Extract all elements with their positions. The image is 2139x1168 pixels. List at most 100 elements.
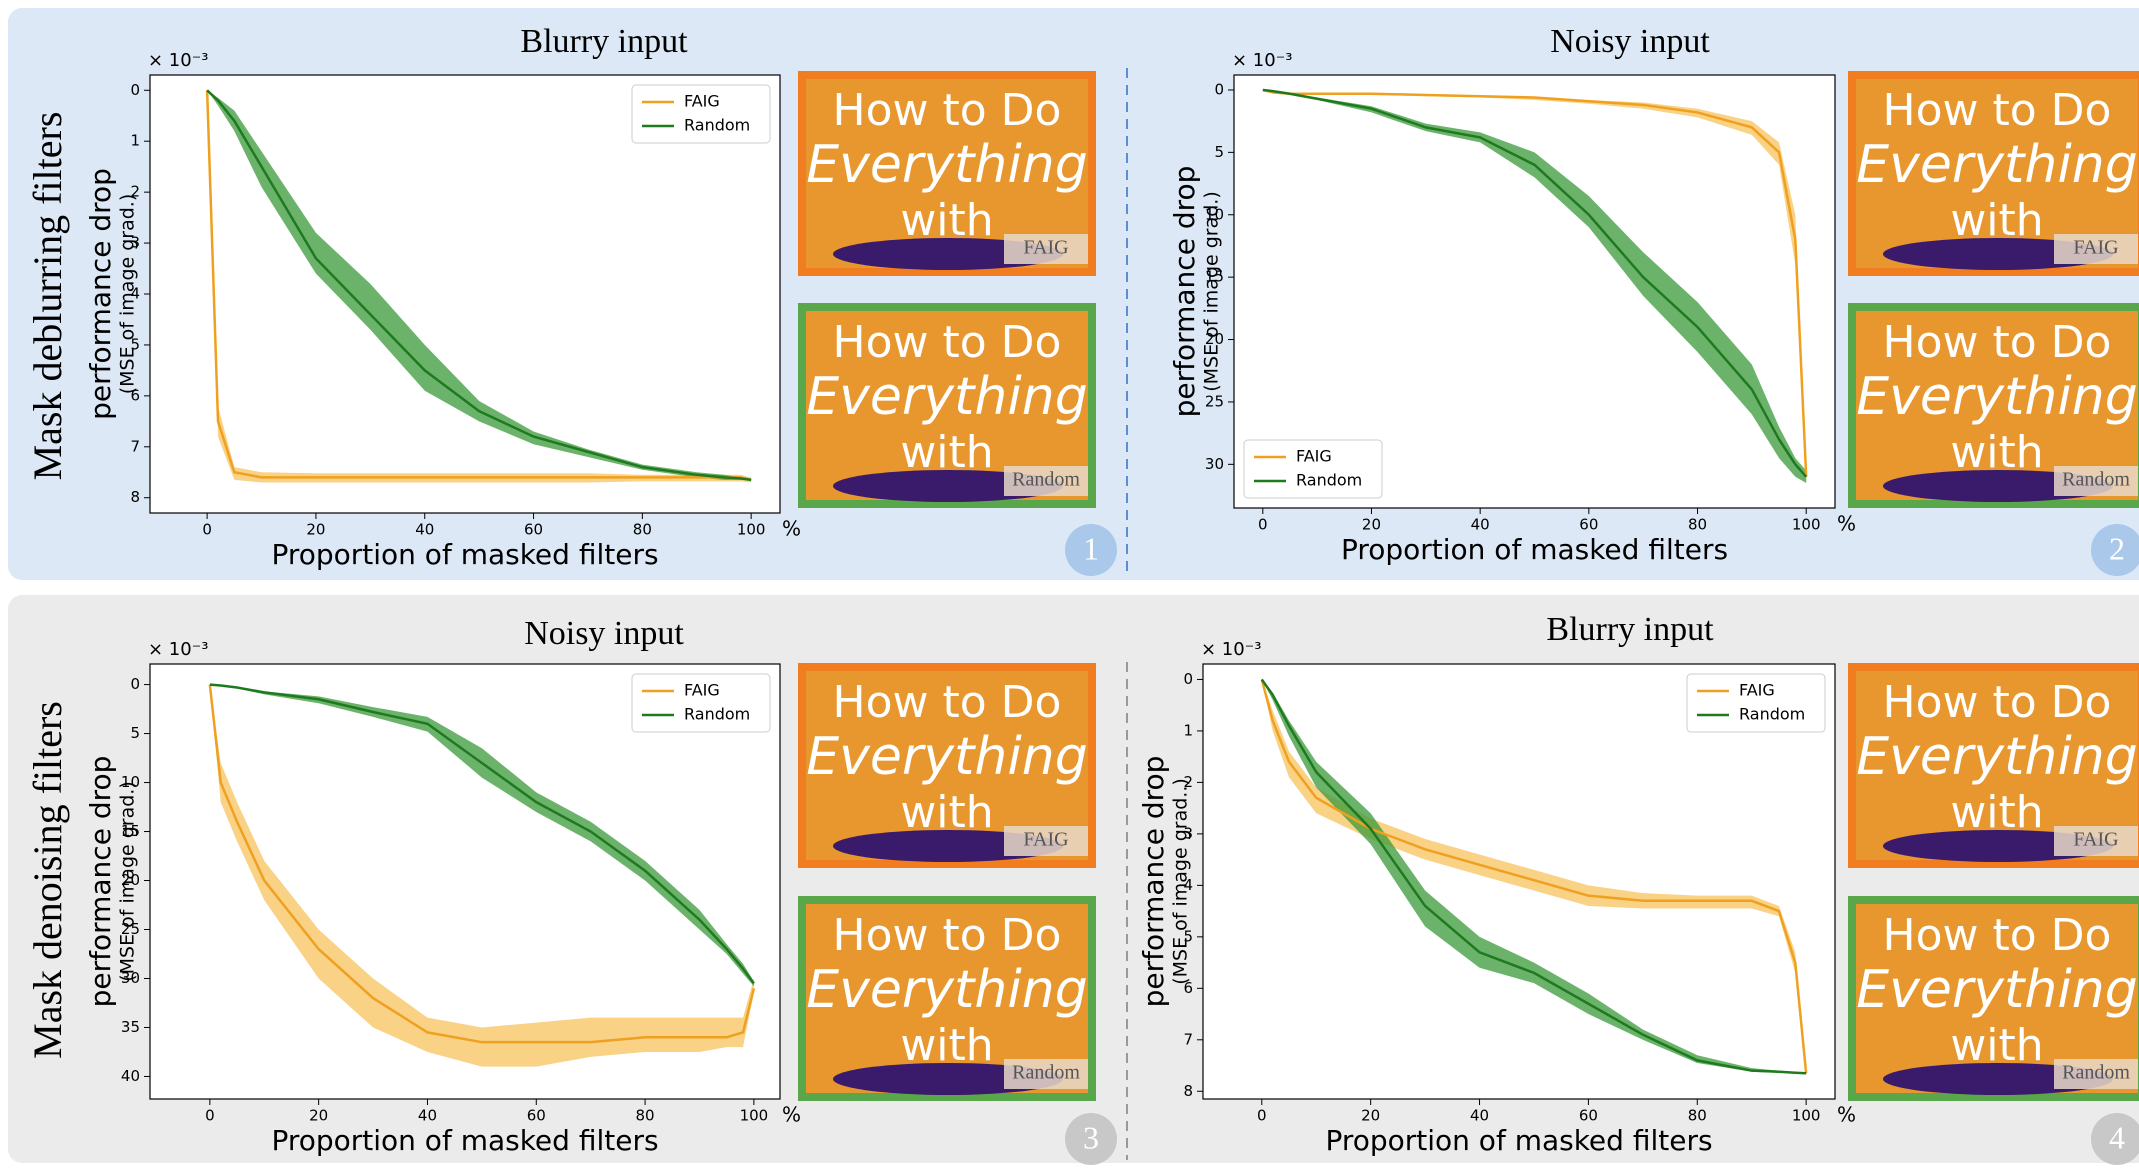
legend-label: FAIG	[1296, 447, 1332, 466]
thumbnail-text: How to Do	[833, 677, 1062, 728]
thumbnail-text: with	[1950, 427, 2043, 478]
legend-box	[631, 673, 771, 733]
badge-number: 3	[1083, 1119, 1099, 1155]
thumbnail-text: How to Do	[1883, 85, 2112, 136]
confidence-band	[1262, 89, 1807, 484]
y-tick-label: 40	[121, 1067, 140, 1085]
y-axis-label: performance drop	[84, 756, 117, 1008]
thumbnail-text: Everything	[806, 367, 1088, 427]
legend-label: Random	[1296, 471, 1362, 490]
thumbnail-text: with	[1950, 1020, 2043, 1071]
x-tick-label: 100	[1792, 1107, 1821, 1125]
thumbnail-text: Everything	[1856, 960, 2138, 1020]
thumbnail-text: with	[900, 427, 993, 478]
y-tick-label: 35	[121, 1018, 140, 1036]
y-tick-label: 0	[130, 81, 140, 99]
y-tick-label: 1	[1183, 721, 1193, 739]
thumbnail-text: Everything	[1856, 135, 2138, 195]
x-tick-label: 60	[1579, 1107, 1598, 1125]
y-axis-sublabel: (MSE of image grad.)	[117, 781, 139, 982]
y-tick-label: 20	[121, 871, 140, 889]
y-tick-label: 25	[121, 920, 140, 938]
y-axis-label: performance drop	[1137, 756, 1170, 1008]
legend-label: FAIG	[684, 681, 720, 700]
badge	[2091, 524, 2139, 576]
y-tick-label: 30	[121, 969, 140, 987]
confidence-band	[1262, 89, 1807, 484]
x-unit: %	[1837, 1103, 1856, 1127]
badge-number: 1	[1083, 530, 1099, 566]
thumbnail-tag: FAIG	[2073, 829, 2118, 851]
thumbnail-tag: Random	[2062, 469, 2130, 491]
y-tick-label: 2	[130, 183, 140, 201]
series-line	[209, 683, 755, 985]
y-tick-label: 3	[130, 234, 140, 252]
thumbnail-text: How to Do	[833, 317, 1062, 368]
badge	[1065, 524, 1117, 576]
x-tick-label: 80	[1688, 1107, 1707, 1125]
chart-title: Noisy input	[1550, 23, 1710, 60]
thumbnail-tag-bg	[2054, 234, 2138, 264]
y-axis-sublabel: (MSE of image grad..)	[1170, 778, 1192, 985]
x-tick-label: 60	[524, 521, 543, 539]
thumbnail-text: Everything	[806, 960, 1088, 1020]
x-axis-label: Proportion of masked filters	[271, 538, 658, 571]
x-tick-label: 0	[1258, 516, 1268, 534]
badge	[2091, 1113, 2139, 1165]
x-tick-label: 0	[1257, 1107, 1267, 1125]
badge	[1065, 1113, 1117, 1165]
x-tick-label: 40	[1470, 1107, 1489, 1125]
row-label: Mask deblurring filters	[25, 112, 70, 481]
thumbnail-tag-bg	[1004, 1059, 1088, 1089]
thumbnail-tag: FAIG	[1023, 829, 1068, 851]
y-tick-label: 6	[130, 386, 140, 404]
series-line	[206, 89, 752, 482]
legend-label: FAIG	[1739, 681, 1775, 700]
thumbnail-text: Everything	[806, 135, 1088, 195]
x-axis-label: Proportion of masked filters	[1341, 533, 1728, 566]
y-tick-label: 25	[1205, 392, 1224, 410]
confidence-band	[207, 90, 752, 480]
chart-title: Noisy input	[524, 615, 684, 652]
thumbnail-tag: FAIG	[2073, 237, 2118, 259]
x-axis-label: Proportion of masked filters	[1325, 1124, 1712, 1157]
legend-label: Random	[684, 116, 750, 135]
plot-frame	[1202, 663, 1836, 1100]
series-line	[1260, 678, 1807, 1075]
legend-box	[631, 84, 771, 144]
thumbnail-text: How to Do	[1883, 910, 2112, 961]
badge-number: 4	[2109, 1119, 2125, 1155]
y-tick-label: 7	[1183, 1030, 1193, 1048]
series-line	[208, 684, 756, 1044]
thumbnail-tag: FAIG	[1023, 237, 1068, 259]
chart-title: Blurry input	[1546, 611, 1714, 648]
x-tick-label: 40	[1471, 516, 1490, 534]
y-tick-label: 30	[1205, 455, 1224, 473]
thumbnail-text: Everything	[806, 727, 1088, 787]
plot-frame	[149, 74, 781, 514]
thumbnail-tag-bg	[2054, 826, 2138, 856]
thumbnail-text: with	[1950, 195, 2043, 246]
y-tick-label: 10	[1205, 205, 1224, 223]
y-tick-label: 10	[121, 773, 140, 791]
x-tick-label: 80	[633, 521, 652, 539]
x-axis-label: Proportion of masked filters	[271, 1124, 658, 1157]
x-tick-label: 60	[527, 1107, 546, 1125]
thumbnail-text: with	[1950, 787, 2043, 838]
thumbnail-text: Everything	[1856, 727, 2138, 787]
plot-frame	[1233, 74, 1836, 509]
thumbnail-tag-bg	[1004, 826, 1088, 856]
y-tick-label: 20	[1205, 330, 1224, 348]
legend-label: FAIG	[684, 92, 720, 111]
y-tick-label: 5	[1214, 143, 1224, 161]
x-unit: %	[782, 1103, 801, 1127]
y-tick-label: 2	[1183, 773, 1193, 791]
thumbnail	[798, 896, 1096, 1101]
thumbnail-tag-bg	[1004, 234, 1088, 264]
y-tick-label: 8	[1183, 1082, 1193, 1100]
y-axis-label: performance drop	[84, 168, 117, 420]
thumbnail-text: with	[900, 1020, 993, 1071]
chart-title: Blurry input	[520, 23, 688, 60]
thumbnail-text: How to Do	[1883, 317, 2112, 368]
